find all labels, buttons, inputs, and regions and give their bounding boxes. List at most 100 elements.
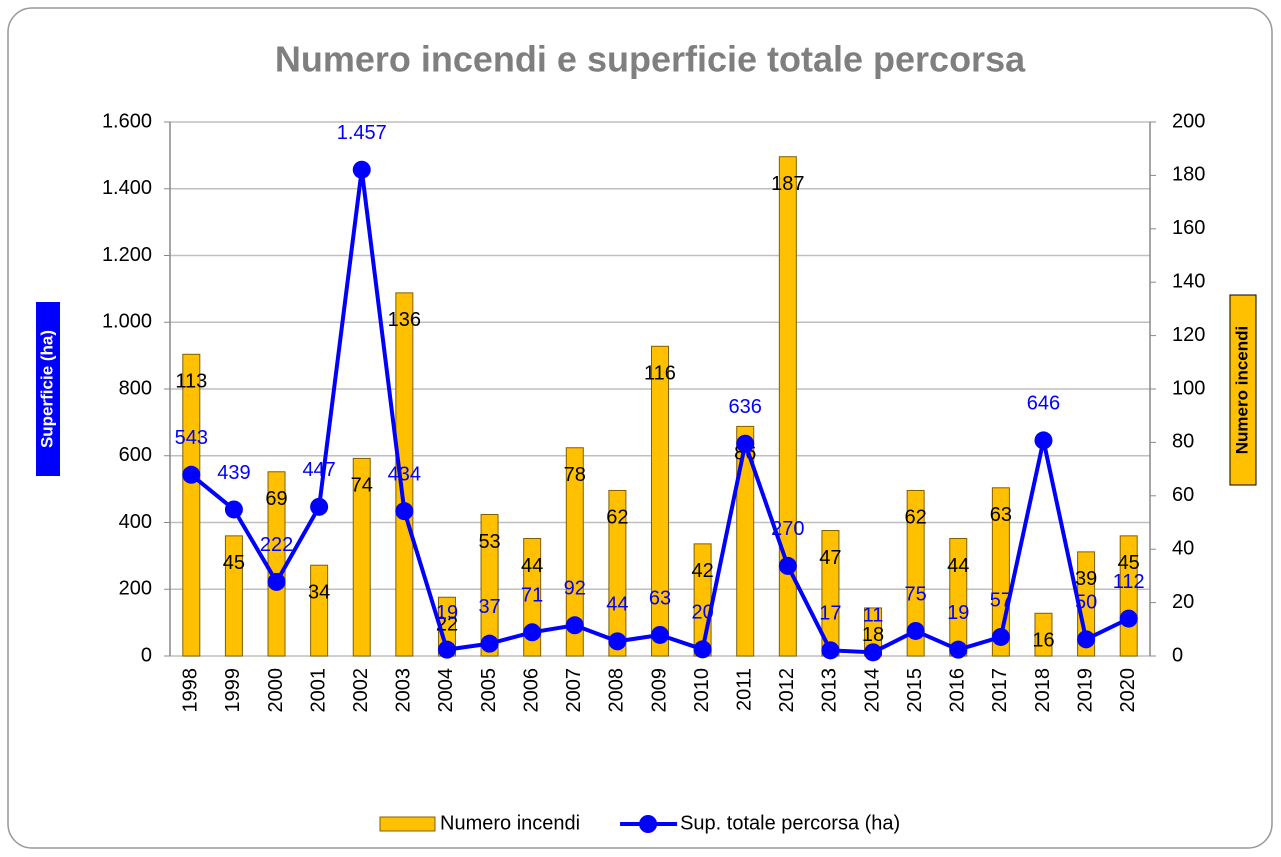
y-tick-label: 1.000	[102, 311, 152, 333]
line-marker	[480, 634, 499, 653]
y-axis-title: Superficie (ha)	[37, 330, 56, 448]
y2-axis-title: Numero incendi	[1232, 326, 1251, 454]
bar	[565, 447, 584, 657]
bar	[736, 425, 755, 657]
y2-tick-label: 80	[1172, 431, 1194, 453]
line-marker	[778, 556, 797, 575]
line-marker	[949, 640, 968, 659]
line-marker	[736, 434, 755, 453]
bar-label: 42	[691, 560, 713, 582]
line-label: 44	[606, 594, 628, 616]
y2-tick-label: 120	[1172, 324, 1205, 346]
line-label: 112	[1113, 571, 1145, 593]
line-marker	[437, 640, 456, 659]
y-tick-label: 1.600	[102, 110, 152, 132]
line-marker	[523, 623, 542, 642]
x-tick-label: 2014	[861, 668, 883, 713]
line-label: 646	[1027, 393, 1060, 415]
line-label: 37	[478, 596, 500, 618]
x-tick-label: 2005	[478, 668, 500, 713]
y-tick-label: 600	[119, 444, 152, 466]
line-marker	[1034, 431, 1053, 450]
line-label: 270	[771, 518, 804, 540]
line-marker	[310, 497, 329, 516]
line-label: 57	[990, 589, 1012, 611]
x-tick-label: 2004	[435, 668, 457, 713]
y2-tick-label: 200	[1172, 110, 1205, 132]
line-label: 17	[819, 603, 841, 625]
legend-label: Sup. totale percorsa (ha)	[680, 812, 900, 834]
bar	[651, 345, 669, 657]
line-label: 50	[1075, 592, 1097, 614]
line-label: 20	[691, 602, 713, 624]
line-label: 636	[729, 396, 762, 418]
x-tick-label: 2019	[1074, 668, 1096, 713]
legend-marker	[639, 815, 658, 833]
line-label: 71	[521, 585, 543, 607]
x-tick-label: 2012	[776, 668, 798, 713]
bar	[778, 156, 797, 657]
line-marker	[821, 641, 840, 660]
line-marker	[991, 627, 1010, 646]
y-tick-label: 1.400	[102, 177, 152, 199]
bar-label: 78	[564, 464, 586, 486]
x-tick-label: 2007	[563, 668, 585, 713]
line-label: 11	[863, 605, 884, 627]
bar	[480, 513, 499, 657]
y2-tick-label: 0	[1172, 644, 1183, 666]
bar-label: 63	[990, 504, 1012, 526]
line-marker	[864, 643, 883, 662]
line-label: 63	[649, 587, 671, 609]
x-tick-label: 2000	[265, 668, 287, 713]
bar-label: 62	[905, 507, 927, 529]
x-tick-label: 2001	[307, 668, 329, 713]
line-label: 543	[175, 427, 208, 449]
line-label: 1.457	[337, 122, 387, 144]
line-label: 92	[564, 578, 586, 600]
line-marker	[182, 465, 201, 484]
y2-label-box	[1229, 294, 1257, 486]
bar	[395, 292, 414, 657]
line-label: 19	[436, 602, 458, 624]
bar-label: 116	[644, 363, 676, 385]
y2-tick-label: 20	[1172, 591, 1194, 613]
line-marker	[224, 500, 243, 519]
bar-label: 39	[1075, 568, 1097, 590]
line-marker	[395, 502, 414, 521]
x-tick-label: 1998	[180, 668, 202, 713]
bar	[310, 564, 329, 657]
x-tick-label: 2010	[691, 668, 713, 713]
bar	[608, 489, 627, 657]
line-marker	[1119, 609, 1138, 628]
bar-label: 74	[351, 475, 373, 497]
line-marker	[267, 572, 286, 591]
y2-tick-label: 40	[1172, 537, 1194, 559]
line-label: 19	[947, 602, 969, 624]
bar-label: 34	[308, 582, 330, 604]
bar-label: 44	[947, 555, 969, 577]
bar-label: 44	[521, 555, 543, 577]
line-label: 222	[260, 534, 293, 556]
y-label-box	[36, 302, 60, 476]
bar-label: 62	[606, 507, 628, 529]
line-marker	[693, 640, 712, 659]
line-marker	[906, 621, 925, 640]
x-tick-label: 2018	[1032, 668, 1054, 713]
y-tick-label: 400	[119, 511, 152, 533]
bar-label: 69	[265, 488, 287, 510]
line-label: 447	[302, 459, 335, 481]
line-marker	[1077, 630, 1096, 649]
y2-tick-label: 140	[1172, 270, 1205, 292]
chart-title: Numero incendi e superficie totale perco…	[275, 39, 1026, 80]
bar-label: 45	[223, 552, 245, 574]
x-tick-label: 2002	[350, 668, 372, 713]
x-tick-label: 2016	[947, 668, 969, 713]
legend-label: Numero incendi	[440, 812, 580, 834]
legend-swatch	[379, 816, 436, 832]
bar-label: 53	[478, 531, 500, 553]
bar	[1034, 612, 1053, 657]
line-marker	[608, 632, 627, 651]
bar-label: 187	[771, 173, 804, 195]
y-tick-label: 200	[119, 578, 152, 600]
line-marker	[352, 160, 371, 179]
